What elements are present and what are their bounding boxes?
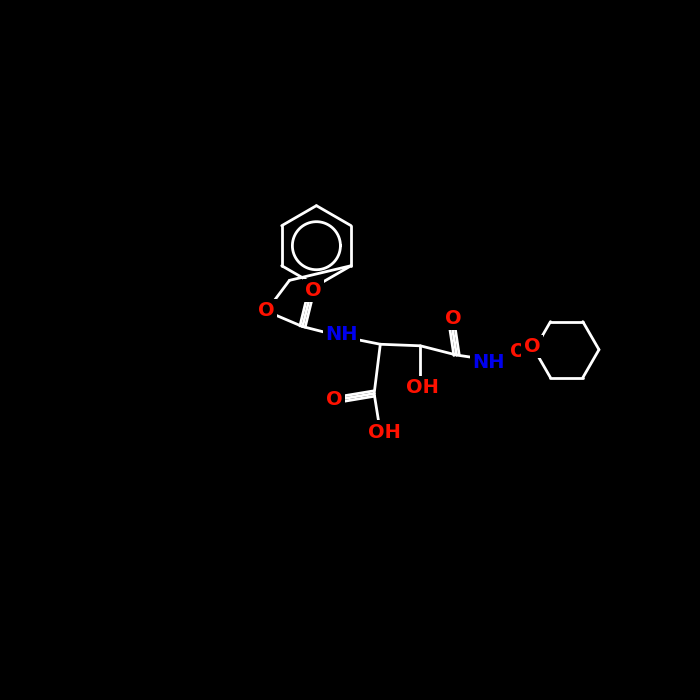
Text: NH: NH [472,354,505,372]
Text: O: O [510,342,526,361]
Text: O: O [445,309,462,328]
Text: O: O [258,301,274,320]
Text: O: O [326,390,342,410]
Text: OH: OH [406,378,439,397]
Text: NH: NH [326,325,358,344]
Text: O: O [524,337,540,356]
Text: OH: OH [368,423,400,442]
Text: O: O [305,281,321,300]
